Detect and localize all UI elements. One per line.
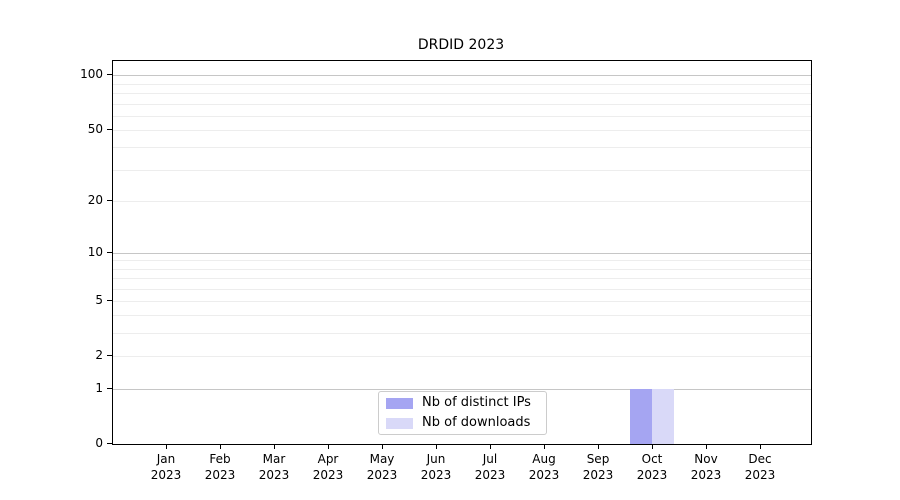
x-tick-mark-Mar-2023 <box>274 444 275 449</box>
gridline-minor-4 <box>113 315 811 317</box>
gridline-minor-70 <box>113 103 811 105</box>
x-tick-label-Feb-2023: Feb 2023 <box>204 452 236 482</box>
legend-entry-distinct-ips: Nb of distinct IPs <box>386 395 538 411</box>
y-tick-mark-20 <box>107 199 112 201</box>
x-tick-mark-Feb-2023 <box>220 444 221 449</box>
gridline-minor-6 <box>113 288 811 290</box>
gridline-minor-40 <box>113 147 811 149</box>
gridline-major-100 <box>113 75 811 77</box>
gridline-major-10 <box>113 252 811 254</box>
x-tick-mark-Jun-2023 <box>436 444 437 449</box>
y-tick-mark-10 <box>107 251 112 253</box>
x-tick-mark-Apr-2023 <box>328 444 329 449</box>
x-tick-label-Aug-2023: Aug 2023 <box>528 452 560 482</box>
y-tick-mark-2 <box>107 355 112 357</box>
gridline-major-1 <box>113 388 811 390</box>
x-tick-label-Mar-2023: Mar 2023 <box>258 452 290 482</box>
y-tick-label-20: 20 <box>87 192 103 207</box>
x-tick-label-Jul-2023: Jul 2023 <box>474 452 506 482</box>
x-tick-label-Oct-2023: Oct 2023 <box>636 452 668 482</box>
y-tick-mark-50 <box>107 128 112 130</box>
x-tick-mark-Nov-2023 <box>706 444 707 449</box>
x-tick-label-Nov-2023: Nov 2023 <box>690 452 722 482</box>
legend-label-downloads: Nb of downloads <box>422 415 531 430</box>
bar-downloads-Oct-2023 <box>652 388 674 444</box>
legend-entry-downloads: Nb of downloads <box>386 415 538 431</box>
x-tick-label-Dec-2023: Dec 2023 <box>744 452 776 482</box>
gridline-minor-80 <box>113 93 811 95</box>
x-tick-mark-Jul-2023 <box>490 444 491 449</box>
chart-title: DRDID 2023 <box>417 37 505 53</box>
gridline-minor-8 <box>113 268 811 270</box>
y-tick-label-0: 0 <box>95 436 103 450</box>
legend-swatch-distinct-ips <box>386 397 413 409</box>
legend-label-distinct-ips: Nb of distinct IPs <box>422 395 531 410</box>
gridline-minor-3 <box>113 333 811 335</box>
y-tick-mark-100 <box>107 74 112 76</box>
y-tick-label-10: 10 <box>87 244 103 259</box>
x-tick-label-Jun-2023: Jun 2023 <box>420 452 452 482</box>
x-tick-label-Sep-2023: Sep 2023 <box>582 452 614 482</box>
y-tick-label-100: 100 <box>80 67 103 82</box>
y-tick-mark-1 <box>107 387 112 389</box>
x-tick-mark-Oct-2023 <box>652 444 653 449</box>
y-tick-mark-5 <box>107 299 112 301</box>
plot-area <box>112 60 812 445</box>
y-tick-mark-0 <box>107 443 112 444</box>
gridline-minor-60 <box>113 115 811 117</box>
x-tick-label-Apr-2023: Apr 2023 <box>312 452 344 482</box>
x-tick-mark-Jan-2023 <box>166 444 167 449</box>
gridline-minor-9 <box>113 260 811 262</box>
x-tick-label-May-2023: May 2023 <box>366 452 398 482</box>
legend-swatch-downloads <box>386 417 413 429</box>
y-tick-label-5: 5 <box>95 292 103 307</box>
x-tick-mark-Dec-2023 <box>760 444 761 449</box>
x-tick-mark-Sep-2023 <box>598 444 599 449</box>
gridline-minor-30 <box>113 169 811 171</box>
gridline-minor-20 <box>113 200 811 202</box>
y-tick-label-50: 50 <box>87 121 103 136</box>
gridline-minor-50 <box>113 129 811 131</box>
gridline-minor-90 <box>113 83 811 85</box>
bar-distinct-ips-Oct-2023 <box>630 388 652 444</box>
x-tick-mark-May-2023 <box>382 444 383 449</box>
y-tick-label-2: 2 <box>95 348 103 363</box>
legend: Nb of distinct IPs Nb of downloads <box>378 391 547 435</box>
x-tick-label-Jan-2023: Jan 2023 <box>150 452 182 482</box>
gridline-minor-7 <box>113 277 811 279</box>
gridline-minor-2 <box>113 356 811 358</box>
y-tick-label-1: 1 <box>95 380 103 395</box>
x-tick-mark-Aug-2023 <box>544 444 545 449</box>
gridline-minor-5 <box>113 300 811 302</box>
